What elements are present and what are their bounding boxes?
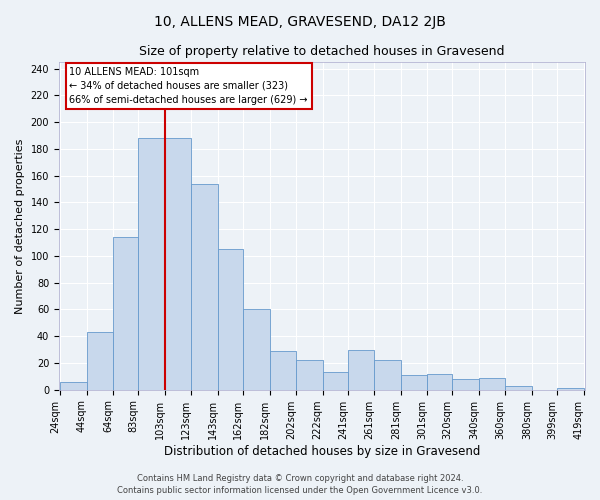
Bar xyxy=(296,360,323,390)
Bar xyxy=(505,386,532,390)
Bar xyxy=(218,249,243,390)
Text: 10 ALLENS MEAD: 101sqm
← 34% of detached houses are smaller (323)
66% of semi-de: 10 ALLENS MEAD: 101sqm ← 34% of detached… xyxy=(70,67,308,105)
Bar xyxy=(479,378,505,390)
Bar xyxy=(60,382,87,390)
Bar xyxy=(165,138,191,390)
Bar xyxy=(323,372,348,390)
Bar xyxy=(557,388,584,390)
Text: Contains HM Land Registry data © Crown copyright and database right 2024.
Contai: Contains HM Land Registry data © Crown c… xyxy=(118,474,482,495)
Bar xyxy=(243,310,269,390)
Text: 10, ALLENS MEAD, GRAVESEND, DA12 2JB: 10, ALLENS MEAD, GRAVESEND, DA12 2JB xyxy=(154,15,446,29)
Bar xyxy=(87,332,113,390)
Bar xyxy=(452,379,479,390)
Bar xyxy=(348,350,374,390)
Y-axis label: Number of detached properties: Number of detached properties xyxy=(15,138,25,314)
Bar xyxy=(113,237,139,390)
Bar xyxy=(427,374,452,390)
Bar xyxy=(401,375,427,390)
Bar xyxy=(139,138,165,390)
Bar xyxy=(269,351,296,390)
X-axis label: Distribution of detached houses by size in Gravesend: Distribution of detached houses by size … xyxy=(164,444,480,458)
Title: Size of property relative to detached houses in Gravesend: Size of property relative to detached ho… xyxy=(139,45,505,58)
Bar xyxy=(374,360,401,390)
Bar xyxy=(191,184,218,390)
